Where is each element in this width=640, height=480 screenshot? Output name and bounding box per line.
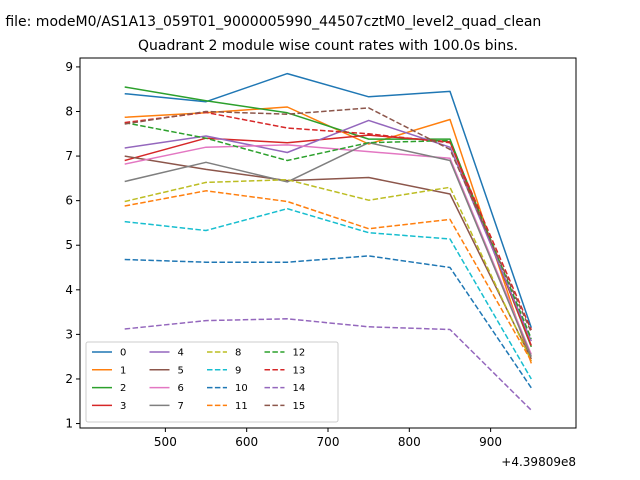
x-tick-label: 600 xyxy=(235,435,258,449)
y-tick-label: 1 xyxy=(65,417,73,431)
series-line-12 xyxy=(124,121,532,340)
y-tick-label: 4 xyxy=(65,283,73,297)
chart-title: Quadrant 2 module wise count rates with … xyxy=(138,38,518,54)
series-line-0 xyxy=(124,72,533,328)
y-tick-label: 6 xyxy=(65,194,73,208)
x-tick-label: 700 xyxy=(317,435,340,449)
legend-label-12: 12 xyxy=(293,348,306,359)
series-line-8 xyxy=(124,178,532,362)
series-layer xyxy=(124,72,533,411)
figure-suptitle: n file: modeM0/AS1A13_059T01_9000005990_… xyxy=(0,14,541,30)
legend-label-3: 3 xyxy=(120,401,126,412)
series-line-11 xyxy=(124,190,532,362)
legend-label-9: 9 xyxy=(235,365,241,376)
legend-label-8: 8 xyxy=(235,348,241,359)
series-line-7 xyxy=(124,141,532,357)
legend-label-5: 5 xyxy=(178,365,184,376)
legend-label-15: 15 xyxy=(293,401,306,412)
series-line-10 xyxy=(124,255,532,389)
y-tick-label: 8 xyxy=(65,104,73,118)
series-line-15 xyxy=(124,107,532,333)
x-offset-label: +4.39809e8 xyxy=(501,455,576,469)
y-tick-label: 7 xyxy=(65,149,73,163)
legend-label-14: 14 xyxy=(293,383,306,394)
y-tick-label: 2 xyxy=(65,372,73,386)
x-tick-label: 900 xyxy=(479,435,502,449)
series-line-14 xyxy=(124,318,532,411)
legend-label-10: 10 xyxy=(235,383,248,394)
plot-frame xyxy=(79,57,577,429)
legend-label-0: 0 xyxy=(120,348,126,359)
legend-frame xyxy=(85,341,339,423)
x-tick-label: 500 xyxy=(154,435,177,449)
legend-label-11: 11 xyxy=(235,401,248,412)
legend-label-13: 13 xyxy=(293,365,306,376)
series-line-9 xyxy=(124,207,532,380)
x-tick-label: 800 xyxy=(398,435,421,449)
legend-label-6: 6 xyxy=(178,383,184,394)
legend-label-1: 1 xyxy=(120,365,126,376)
series-line-5 xyxy=(124,155,532,360)
y-tick-label: 5 xyxy=(65,238,73,252)
series-line-4 xyxy=(124,119,532,342)
legend-label-4: 4 xyxy=(178,348,184,359)
series-line-6 xyxy=(124,144,532,355)
legend-label-2: 2 xyxy=(120,383,126,394)
y-tick-label: 9 xyxy=(65,60,73,74)
y-tick-label: 3 xyxy=(65,327,73,341)
legend-label-7: 7 xyxy=(178,401,184,412)
